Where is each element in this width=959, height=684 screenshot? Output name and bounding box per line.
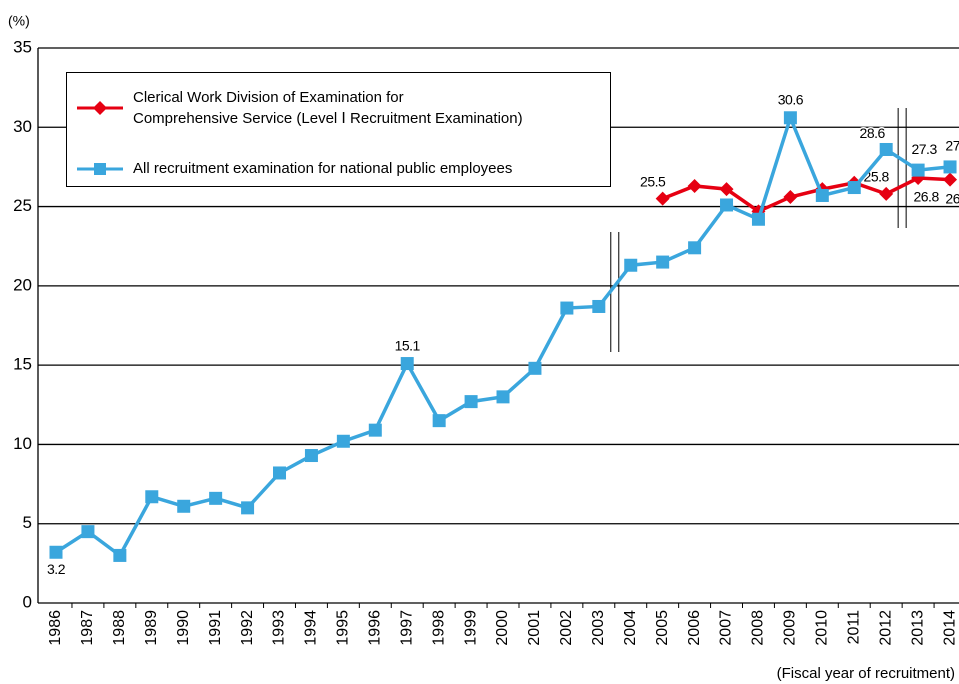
- data-label: 3.2: [47, 561, 66, 577]
- marker: [560, 301, 574, 315]
- marker: [496, 390, 510, 404]
- y-tick-label: 10: [13, 434, 32, 453]
- legend-label: Clerical Work Division of Examination fo…: [133, 89, 523, 127]
- marker: [879, 142, 893, 156]
- x-tick-label: 1994: [303, 610, 320, 646]
- data-label: 26.8: [913, 189, 939, 205]
- data-label: 27.3: [911, 141, 937, 157]
- marker: [719, 182, 734, 197]
- data-label: 30.6: [778, 91, 804, 107]
- x-tick-label: 2014: [941, 610, 958, 646]
- marker: [400, 357, 414, 371]
- x-tick-label: 1986: [47, 610, 64, 646]
- y-tick-label: 25: [13, 196, 32, 215]
- x-tick-label: 1990: [175, 610, 192, 646]
- x-tick-label: 2005: [654, 610, 671, 646]
- x-tick-label: 1987: [79, 610, 96, 646]
- marker: [49, 545, 63, 559]
- marker: [592, 299, 606, 313]
- legend-entry: All recruitment examination for national…: [75, 158, 512, 179]
- legend-swatch: [77, 162, 123, 175]
- marker: [81, 525, 95, 539]
- marker: [943, 160, 957, 174]
- marker: [815, 188, 829, 202]
- x-tick-label: 2013: [909, 610, 926, 646]
- y-tick-label: 30: [13, 117, 32, 136]
- marker: [656, 255, 670, 269]
- x-tick-label: 1988: [111, 610, 128, 646]
- marker: [336, 434, 350, 448]
- data-label: 15.1: [395, 337, 421, 353]
- x-tick-label: 1998: [430, 610, 447, 646]
- x-tick-label: 1992: [239, 610, 256, 646]
- marker: [209, 491, 223, 505]
- marker: [624, 258, 638, 272]
- legend-label: All recruitment examination for national…: [133, 160, 513, 177]
- x-tick-label: 2003: [590, 610, 607, 646]
- marker: [655, 191, 670, 206]
- x-tick-label: 2001: [526, 610, 543, 646]
- y-tick-label: 15: [13, 355, 32, 374]
- x-tick-label: 1991: [207, 610, 224, 646]
- series-line: [662, 176, 951, 214]
- y-tick-label: 0: [23, 592, 32, 611]
- marker: [145, 490, 159, 504]
- data-label: 26.7: [945, 190, 959, 206]
- marker: [720, 198, 734, 212]
- x-tick-label: 2006: [686, 610, 703, 646]
- x-tick-label: 1999: [462, 610, 479, 646]
- marker: [688, 241, 702, 255]
- marker: [464, 395, 478, 409]
- x-axis-label: (Fiscal year of recruitment): [777, 665, 955, 682]
- legend-swatch: [77, 101, 123, 115]
- x-tick-label: 1997: [398, 610, 415, 646]
- x-tick-label: 2009: [782, 610, 799, 646]
- x-tick-label: 2008: [750, 610, 767, 646]
- marker: [687, 178, 702, 193]
- marker: [304, 449, 318, 463]
- marker: [783, 190, 798, 205]
- x-tick-label: 2002: [558, 610, 575, 646]
- x-tick-label: 2007: [718, 610, 735, 646]
- data-label: 25.5: [640, 173, 666, 189]
- legend: Clerical Work Division of Examination fo…: [66, 72, 611, 187]
- x-tick-label: 2010: [814, 610, 831, 646]
- data-label: 27.5: [945, 138, 959, 154]
- marker: [783, 111, 797, 125]
- marker: [943, 172, 958, 187]
- marker: [177, 499, 191, 513]
- marker: [879, 186, 894, 201]
- y-tick-label: 35: [13, 37, 32, 56]
- marker: [241, 501, 255, 515]
- marker: [432, 414, 446, 428]
- data-label: 28.6: [860, 125, 886, 141]
- x-tick-label: 2004: [622, 610, 639, 646]
- x-tick-label: 2011: [845, 610, 862, 645]
- legend-entry: Clerical Work Division of Examination fo…: [75, 87, 523, 129]
- x-tick-label: 1989: [143, 610, 160, 646]
- x-tick-label: 1996: [367, 610, 384, 646]
- marker: [368, 423, 382, 437]
- marker: [911, 163, 925, 177]
- marker: [273, 466, 287, 480]
- y-tick-label: 20: [13, 275, 32, 294]
- y-tick-label: 5: [23, 513, 32, 532]
- x-tick-label: 2012: [877, 610, 894, 646]
- x-tick-label: 1993: [271, 610, 288, 646]
- marker: [847, 181, 861, 195]
- x-tick-label: 2000: [494, 610, 511, 646]
- x-tick-label: 1995: [335, 610, 352, 646]
- marker: [528, 361, 542, 375]
- y-unit-label: (%): [8, 13, 30, 29]
- marker: [751, 212, 765, 226]
- marker: [113, 548, 127, 562]
